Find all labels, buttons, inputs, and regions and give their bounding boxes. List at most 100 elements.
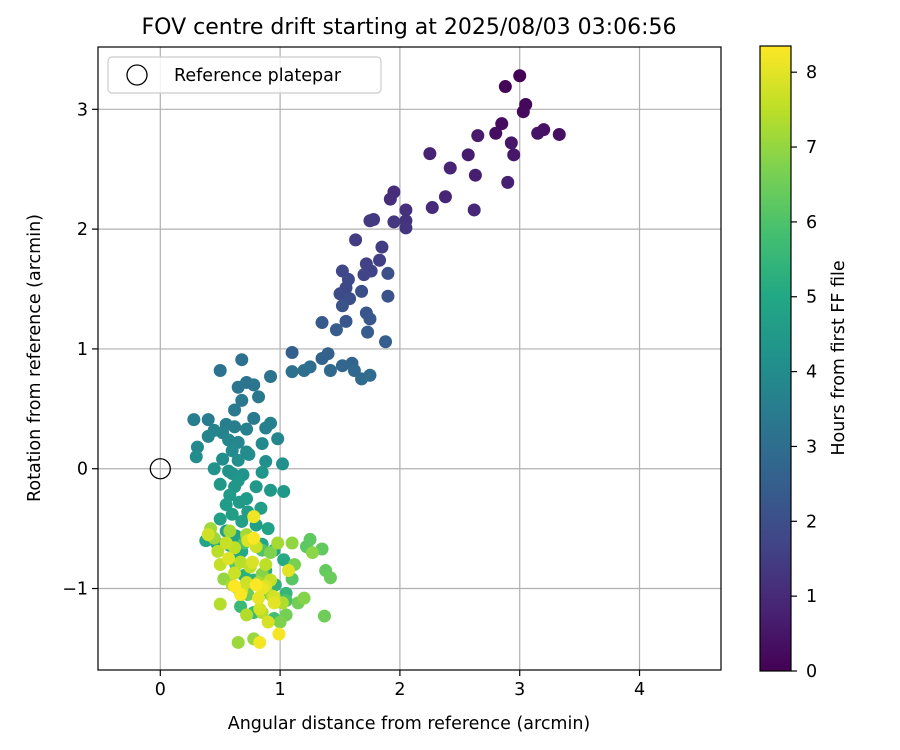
- colorbar-tick-label: 0: [806, 662, 817, 682]
- scatter-point: [211, 544, 225, 558]
- y-tick-label: 1: [77, 340, 88, 360]
- scatter-point: [201, 429, 215, 443]
- scatter-point: [213, 597, 227, 611]
- colorbar-tick-label: 1: [806, 587, 817, 607]
- scatter-point: [216, 452, 230, 466]
- scatter-point: [271, 536, 285, 550]
- scatter-point: [246, 555, 260, 569]
- scatter-point: [273, 615, 287, 629]
- scatter-point: [231, 635, 245, 649]
- y-tick-label: 0: [77, 460, 88, 480]
- scatter-point: [231, 453, 245, 467]
- scatter-point: [261, 615, 275, 629]
- scatter-point: [235, 393, 249, 407]
- scatter-point: [467, 203, 481, 217]
- scatter-point: [253, 602, 267, 616]
- x-tick-label: 0: [155, 680, 166, 700]
- scatter-point: [232, 495, 246, 509]
- scatter-point: [471, 129, 485, 143]
- plot-frame: [97, 46, 722, 671]
- scatter-point: [276, 457, 290, 471]
- legend-label: Reference platepar: [174, 66, 342, 86]
- scatter-point: [361, 325, 375, 339]
- scatter-point: [240, 422, 254, 436]
- scatter-point: [281, 564, 295, 578]
- x-axis-ticks: 0 1 2 3 4: [155, 670, 645, 700]
- scatter-point: [355, 284, 369, 298]
- x-tick-label: 3: [514, 680, 525, 700]
- scatter-point: [213, 363, 227, 377]
- scatter-point: [498, 80, 512, 94]
- scatter-point: [297, 591, 311, 605]
- scatter-point: [363, 368, 377, 382]
- colorbar-tick-label: 7: [806, 138, 817, 158]
- scatter-point: [225, 507, 239, 521]
- scatter-point: [423, 147, 437, 161]
- y-tick-label: 2: [77, 220, 88, 240]
- scatter-point: [267, 596, 281, 610]
- scatter-point: [501, 175, 515, 189]
- scatter-point: [247, 531, 261, 545]
- scatter-point: [259, 558, 273, 572]
- scatter-point: [285, 365, 299, 379]
- scatter-point: [381, 289, 395, 303]
- scatter-point: [425, 201, 439, 215]
- scatter-point: [261, 522, 275, 536]
- colorbar: [759, 45, 792, 672]
- scatter-point: [373, 253, 387, 267]
- scatter-point: [438, 190, 452, 204]
- scatter-point: [259, 421, 273, 435]
- scatter-point: [489, 126, 503, 140]
- legend: Reference platepar: [107, 56, 382, 94]
- scatter-point: [387, 215, 401, 229]
- scatter-point: [335, 299, 349, 313]
- scatter-point: [315, 316, 329, 330]
- scatter-point: [323, 363, 337, 377]
- scatter-point: [363, 312, 377, 326]
- scatter-point: [272, 627, 286, 641]
- scatter-point: [381, 266, 395, 280]
- scatter-point: [201, 528, 215, 542]
- y-axis-ticks: −1 0 1 2 3: [62, 100, 98, 600]
- scatter-point: [357, 268, 371, 282]
- scatter-point: [231, 380, 245, 394]
- x-tick-label: 2: [394, 680, 405, 700]
- legend-marker-icon: [126, 64, 148, 86]
- scatter-point: [228, 579, 242, 593]
- scatter-points: [187, 69, 566, 649]
- scatter-point: [333, 287, 347, 301]
- scatter-point: [315, 352, 329, 365]
- scatter-point: [264, 546, 278, 560]
- scatter-point: [242, 447, 256, 461]
- scatter-point: [468, 168, 482, 182]
- scatter-point: [187, 413, 201, 427]
- x-tick-label: 1: [275, 680, 286, 700]
- scatter-point: [285, 346, 299, 360]
- scatter-point: [235, 353, 249, 367]
- scatter-point: [219, 498, 233, 512]
- scatter-point: [219, 536, 233, 550]
- scatter-point: [531, 126, 545, 140]
- scatter-point: [461, 148, 475, 162]
- scatter-point: [495, 117, 509, 131]
- scatter-point: [379, 335, 393, 349]
- scatter-point: [277, 484, 291, 498]
- scatter-point: [297, 363, 311, 377]
- scatter-point: [255, 465, 269, 479]
- scatter-point: [305, 546, 319, 560]
- scatter-point: [252, 390, 266, 404]
- scatter-point: [277, 553, 291, 567]
- scatter-point: [513, 69, 527, 83]
- colorbar-tick-label: 8: [806, 63, 817, 83]
- scatter-point: [339, 314, 353, 328]
- scatter-point: [247, 510, 261, 524]
- colorbar-tick-label: 3: [806, 437, 817, 457]
- scatter-point: [317, 609, 331, 623]
- scatter-point: [363, 214, 377, 228]
- scatter-point: [223, 524, 237, 538]
- scatter-point: [443, 161, 457, 175]
- scatter-point: [329, 323, 343, 337]
- scatter-point: [335, 359, 349, 373]
- scatter-point: [383, 192, 397, 206]
